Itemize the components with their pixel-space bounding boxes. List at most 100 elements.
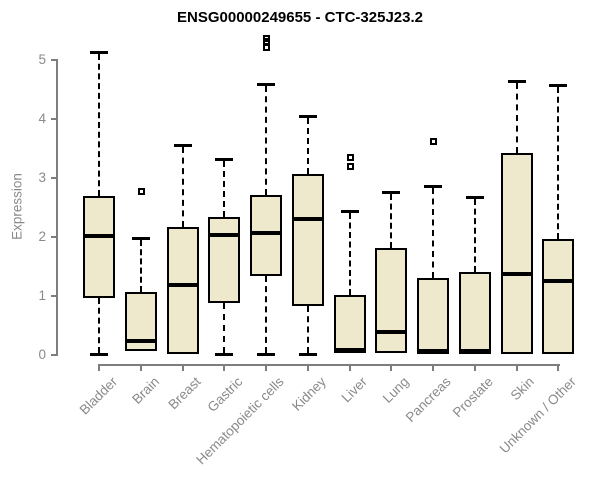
x-axis-tick	[432, 365, 435, 371]
median-line	[168, 282, 197, 287]
x-axis-tick	[181, 365, 184, 371]
median-line	[85, 234, 114, 239]
outlier-point	[430, 138, 438, 146]
x-axis-tick	[390, 365, 393, 371]
y-tick-label: 0	[38, 347, 46, 362]
upper-whisker-cap	[132, 236, 151, 240]
x-axis-tick	[98, 365, 101, 371]
x-tick-label: Pancreas	[402, 374, 454, 425]
x-axis-tick	[515, 365, 518, 371]
outlier-point	[263, 44, 271, 52]
x-tick-label: Kidney	[288, 374, 329, 414]
box	[542, 239, 575, 354]
x-axis-tick	[348, 365, 351, 371]
box	[208, 216, 241, 304]
upper-whisker-cap	[173, 144, 192, 148]
upper-whisker-cap	[507, 80, 526, 84]
chart-title: ENSG00000249655 - CTC-325J23.2	[177, 9, 423, 26]
median-line	[460, 348, 489, 353]
box	[166, 226, 199, 354]
box	[250, 194, 283, 276]
median-line	[335, 348, 364, 353]
outlier-point	[263, 34, 271, 42]
upper-whisker	[348, 212, 351, 295]
upper-whisker-cap	[549, 83, 568, 87]
upper-whisker-cap	[382, 191, 401, 195]
upper-whisker	[306, 118, 309, 174]
x-axis-line	[98, 364, 560, 366]
upper-whisker-cap	[340, 209, 359, 213]
x-tick-label: Gastric	[204, 374, 246, 415]
x-axis-tick	[265, 365, 268, 371]
y-tick-label: 4	[38, 111, 46, 126]
x-axis-tick	[557, 365, 560, 371]
x-axis-tick	[473, 365, 476, 371]
y-axis-tick	[51, 354, 57, 356]
outlier-point	[138, 187, 146, 195]
lower-whisker	[265, 275, 268, 353]
lower-whisker-cap	[257, 352, 276, 356]
y-tick-label: 5	[38, 52, 46, 67]
box	[333, 294, 366, 354]
median-line	[210, 233, 239, 238]
x-tick-label: Breast	[165, 374, 204, 413]
x-tick-label: Unknown / Other	[496, 374, 579, 457]
x-tick-label: Liver	[338, 374, 371, 406]
x-tick-label: Lung	[380, 374, 412, 406]
y-axis-tick	[51, 236, 57, 238]
upper-whisker	[181, 147, 184, 227]
y-axis-tick	[51, 177, 57, 179]
upper-whisker	[557, 86, 560, 240]
median-line	[293, 217, 322, 222]
upper-whisker-cap	[90, 50, 109, 54]
outlier-point	[346, 154, 354, 162]
y-tick-label: 2	[38, 229, 46, 244]
upper-whisker	[515, 83, 518, 153]
upper-whisker-cap	[298, 115, 317, 119]
upper-whisker-cap	[257, 82, 276, 86]
y-axis-tick	[51, 59, 57, 61]
x-axis-tick	[140, 365, 143, 371]
x-tick-label: Bladder	[76, 374, 120, 418]
y-tick-label: 3	[38, 170, 46, 185]
box	[375, 248, 408, 354]
lower-whisker	[223, 303, 226, 353]
median-line	[252, 230, 281, 235]
lower-whisker-cap	[90, 352, 109, 356]
upper-whisker	[140, 239, 143, 293]
x-tick-label: Brain	[128, 374, 162, 407]
y-axis-label: Expression	[9, 173, 25, 240]
y-tick-label: 1	[38, 288, 46, 303]
x-axis-tick	[223, 365, 226, 371]
box	[500, 152, 533, 354]
box	[417, 278, 450, 354]
upper-whisker-cap	[424, 184, 443, 188]
median-line	[502, 272, 531, 277]
x-tick-label: Prostate	[449, 374, 496, 421]
outlier-point	[346, 163, 354, 171]
upper-whisker	[473, 199, 476, 272]
y-axis-tick	[51, 295, 57, 297]
x-axis-tick	[306, 365, 309, 371]
y-axis-line	[56, 59, 58, 356]
upper-whisker	[265, 85, 268, 195]
lower-whisker-cap	[215, 352, 234, 356]
upper-whisker-cap	[465, 196, 484, 200]
lower-whisker	[306, 306, 309, 353]
box	[83, 196, 116, 299]
upper-whisker	[223, 160, 226, 217]
median-line	[127, 338, 156, 343]
upper-whisker-cap	[215, 157, 234, 161]
x-tick-label: Skin	[508, 374, 538, 404]
box	[458, 271, 491, 354]
median-line	[419, 348, 448, 353]
lower-whisker	[98, 298, 101, 353]
y-axis-tick	[51, 118, 57, 120]
box	[291, 173, 324, 307]
median-line	[544, 279, 573, 284]
median-line	[377, 329, 406, 334]
upper-whisker	[390, 194, 393, 249]
upper-whisker	[98, 53, 101, 197]
lower-whisker-cap	[298, 352, 317, 356]
